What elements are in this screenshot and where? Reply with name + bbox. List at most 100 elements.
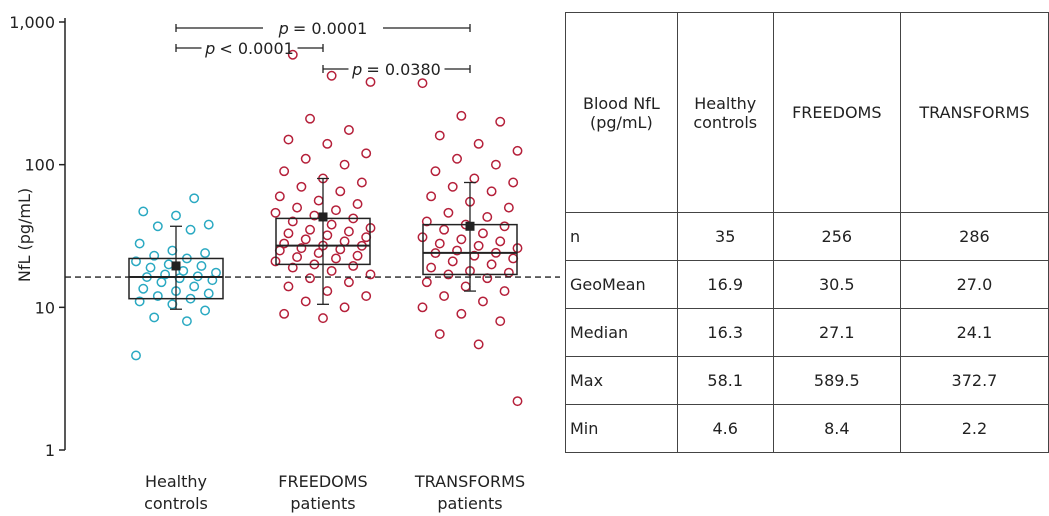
data-point — [452, 245, 462, 256]
table-body: n 35 256 286 GeoMean 16.9 30.5 27.0 Median 16.3 27… — [565, 212, 1049, 453]
data-point — [322, 230, 333, 241]
data-point — [421, 277, 432, 288]
data-point — [270, 207, 281, 218]
data-point — [300, 153, 311, 164]
data-point — [326, 219, 337, 230]
table-row: Max 58.1 589.5 372.7 — [565, 356, 1049, 405]
data-point — [365, 77, 376, 87]
data-point — [417, 78, 428, 89]
data-point — [305, 224, 315, 235]
table-cell: 27.0 — [899, 260, 1049, 309]
data-point — [456, 110, 467, 121]
table-cell: 30.5 — [772, 260, 901, 309]
data-point — [274, 191, 285, 202]
data-point — [339, 236, 350, 247]
header-row: Blood NfL (pg/mL) Healthy controls FREEDOM… — [565, 12, 1049, 213]
data-point — [300, 234, 311, 245]
table-cell: 589.5 — [772, 356, 901, 405]
table-cell: 372.7 — [899, 356, 1049, 405]
data-point — [203, 288, 214, 299]
data-point — [196, 261, 207, 271]
table-cell: Max — [565, 356, 678, 405]
data-point — [361, 232, 372, 243]
data-point — [486, 186, 497, 197]
data-point — [495, 316, 506, 327]
data-point — [439, 291, 450, 301]
data-point — [486, 259, 497, 270]
data-point — [508, 253, 519, 264]
data-point — [279, 308, 290, 319]
data-point — [171, 210, 181, 221]
data-point — [348, 261, 359, 271]
stats-table: Blood NfL (pg/mL) Healthy controls FREEDOM… — [565, 12, 1049, 453]
comparison-label: p < 0.0001 — [204, 39, 294, 58]
y-tick-label: 10 — [35, 298, 55, 317]
data-point — [189, 281, 200, 292]
data-point — [138, 283, 149, 294]
data-point — [305, 113, 315, 124]
x-tick-label: TRANSFORMS — [414, 472, 525, 491]
data-point — [430, 166, 441, 177]
data-point — [426, 191, 437, 202]
mean-marker — [465, 221, 475, 231]
data-point — [152, 291, 163, 301]
data-point — [131, 256, 141, 267]
data-point — [152, 221, 163, 232]
data-point — [322, 138, 333, 149]
data-point — [287, 262, 298, 273]
data-point — [313, 195, 324, 206]
table-cell: 286 — [899, 212, 1049, 261]
p-symbol: p — [351, 60, 362, 79]
table-cell: 27.1 — [772, 308, 901, 357]
x-tick-label: Healthy — [145, 472, 207, 491]
data-point — [508, 177, 519, 188]
data-point — [478, 228, 488, 239]
data-point — [134, 238, 145, 249]
data-point — [134, 296, 145, 307]
data-point — [296, 243, 307, 254]
data-point — [361, 148, 372, 159]
data-point — [361, 291, 372, 301]
table-cell: Min — [565, 404, 678, 453]
data-point — [482, 273, 493, 284]
data-point — [335, 186, 346, 197]
mean-marker — [318, 212, 328, 222]
data-point — [339, 159, 350, 170]
data-point — [178, 265, 189, 276]
x-tick-label: FREEDOMS — [278, 472, 367, 491]
data-point — [167, 245, 178, 256]
data-point — [185, 224, 196, 235]
data-point — [478, 296, 488, 307]
x-tick-label: controls — [144, 494, 208, 513]
data-point — [352, 199, 363, 209]
comparison-label: p = 0.0001 — [278, 19, 368, 38]
data-point — [356, 177, 367, 188]
y-tick-label: 1 — [45, 441, 55, 460]
data-point — [318, 313, 328, 324]
header-cell: Healthy controls — [676, 12, 774, 213]
data-point — [145, 262, 156, 273]
table-cell: 24.1 — [899, 308, 1049, 357]
table-cell: GeoMean — [565, 260, 678, 309]
table-cell: 4.6 — [676, 404, 774, 453]
data-point — [452, 153, 462, 164]
data-point — [512, 145, 523, 156]
data-point — [326, 70, 337, 81]
data-point — [326, 265, 337, 276]
data-point — [421, 216, 432, 227]
comparison-label: p = 0.0380 — [351, 60, 441, 79]
data-point — [296, 181, 307, 192]
table-row: Median 16.3 27.1 24.1 — [565, 308, 1049, 357]
data-point — [189, 193, 200, 204]
y-axis-label: NfL (pg/mL) — [15, 188, 34, 282]
data-point — [503, 267, 514, 278]
table-cell: 16.9 — [676, 260, 774, 309]
header-cell: FREEDOMS — [772, 12, 901, 213]
data-point — [443, 207, 454, 218]
data-point — [473, 339, 484, 350]
y-tick-label: 100 — [24, 156, 55, 175]
table-row: n 35 256 286 — [565, 212, 1049, 261]
data-point — [200, 248, 211, 259]
data-point — [439, 224, 450, 235]
